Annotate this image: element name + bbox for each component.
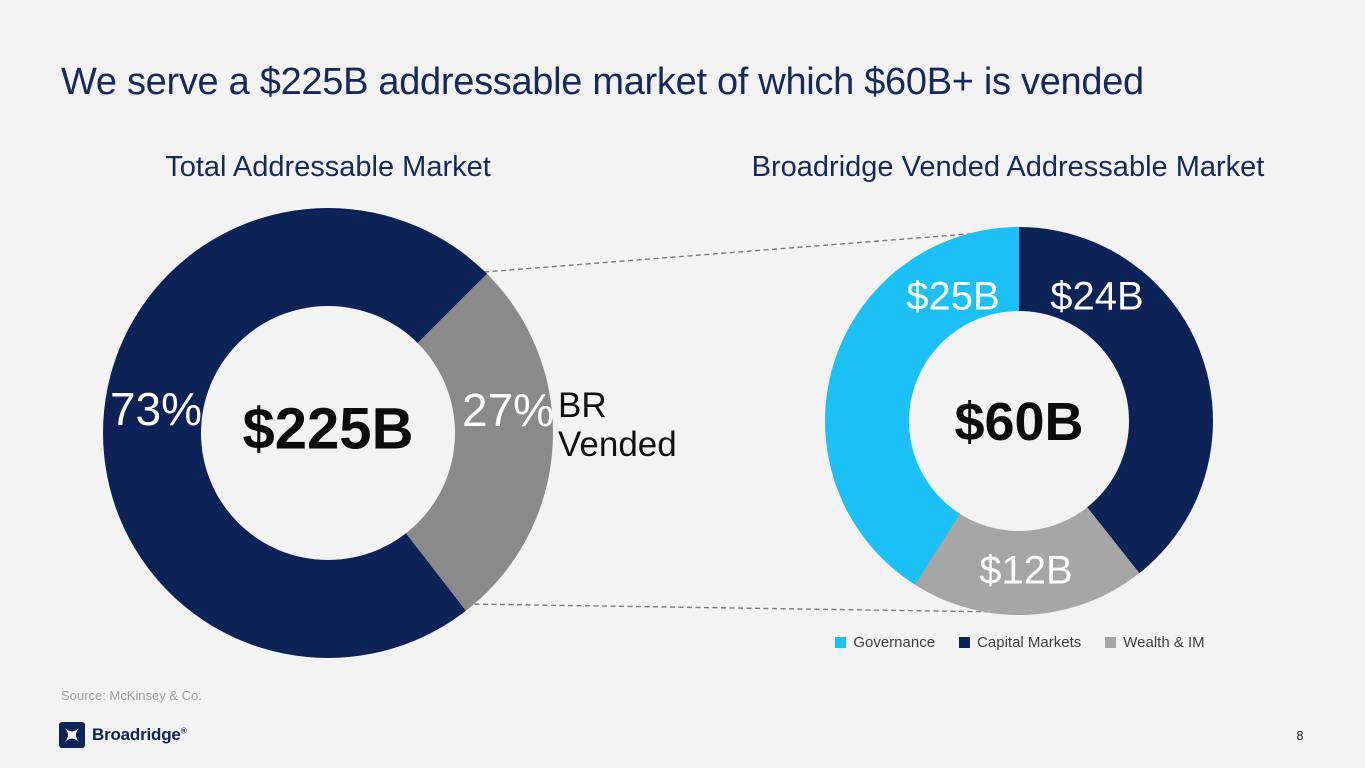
segment-value-27pct: 27% <box>461 384 555 436</box>
legend-item-governance: Governance <box>835 634 935 651</box>
legend: Governance Capital Markets Wealth & IM <box>805 632 1235 652</box>
donut-hole <box>201 306 455 560</box>
segment-value-governance: $25B <box>906 274 1000 319</box>
page-title: We serve a $225B addressable market of w… <box>61 61 1144 103</box>
trademark-symbol: ® <box>180 726 187 736</box>
right-chart-title: Broadridge Vended Addressable Market <box>751 151 1265 183</box>
broadridge-logo: Broadridge® <box>59 722 187 748</box>
total-addressable-market-donut <box>103 208 553 658</box>
left-chart-title: Total Addressable Market <box>165 151 491 183</box>
connector-line-bottom <box>465 603 1004 613</box>
segment-value-wealth-im: $12B <box>979 548 1073 593</box>
legend-swatch-capital-markets <box>959 636 971 648</box>
total-market-center-value: $225B <box>242 396 414 462</box>
br-vended-annotation: BR Vended <box>558 386 677 465</box>
vended-market-donut <box>825 227 1213 615</box>
legend-label: Capital Markets <box>977 633 1082 651</box>
legend-swatch-wealth-im <box>1105 636 1117 648</box>
broadridge-wordmark: Broadridge® <box>92 725 187 744</box>
legend-label: Governance <box>853 633 936 651</box>
broadridge-logo-icon <box>59 722 85 748</box>
donut-hole <box>909 311 1129 531</box>
legend-item-wealth-im: Wealth & IM <box>1105 633 1205 651</box>
segment-value-capital-markets: $24B <box>1050 274 1144 319</box>
legend-item-capital-markets: Capital Markets <box>959 634 1081 651</box>
legend-swatch-governance <box>835 636 847 648</box>
segment-value-73pct: 73% <box>109 383 203 435</box>
vended-market-center-value: $60B <box>954 392 1084 452</box>
page-number: 8 <box>1296 729 1304 743</box>
legend-label: Wealth & IM <box>1123 633 1205 651</box>
source-note: Source: McKinsey & Co. <box>61 688 202 703</box>
